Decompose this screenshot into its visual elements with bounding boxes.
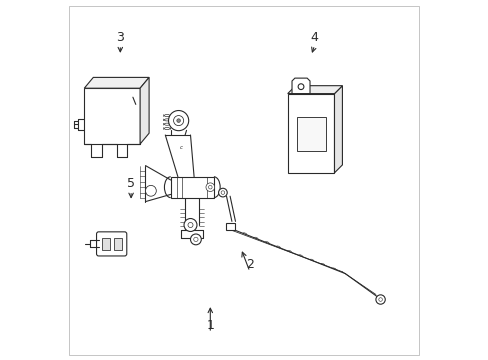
Bar	[225, 223, 234, 230]
Polygon shape	[334, 86, 342, 173]
Polygon shape	[291, 78, 309, 94]
Circle shape	[205, 183, 214, 192]
Bar	[296, 117, 325, 151]
FancyBboxPatch shape	[96, 232, 126, 256]
Circle shape	[145, 185, 156, 196]
Text: 2: 2	[245, 258, 253, 271]
Text: 5: 5	[127, 177, 135, 190]
Circle shape	[298, 84, 303, 90]
Circle shape	[378, 298, 382, 301]
Bar	[102, 238, 110, 250]
Circle shape	[173, 116, 183, 126]
Text: c: c	[180, 145, 183, 150]
Circle shape	[177, 119, 180, 122]
Circle shape	[183, 219, 197, 231]
Circle shape	[193, 237, 198, 242]
Circle shape	[375, 295, 385, 304]
Circle shape	[190, 234, 201, 245]
Circle shape	[168, 111, 188, 131]
Polygon shape	[84, 88, 140, 144]
Text: 1: 1	[206, 319, 214, 332]
Circle shape	[208, 185, 212, 189]
Polygon shape	[287, 86, 342, 94]
Polygon shape	[84, 77, 149, 88]
Bar	[170, 177, 213, 198]
Text: 3: 3	[116, 31, 124, 44]
Polygon shape	[140, 77, 149, 144]
Bar	[114, 238, 122, 250]
Circle shape	[187, 222, 193, 228]
Bar	[287, 94, 334, 173]
Text: 4: 4	[310, 31, 318, 44]
Circle shape	[221, 191, 224, 194]
Circle shape	[218, 188, 227, 197]
